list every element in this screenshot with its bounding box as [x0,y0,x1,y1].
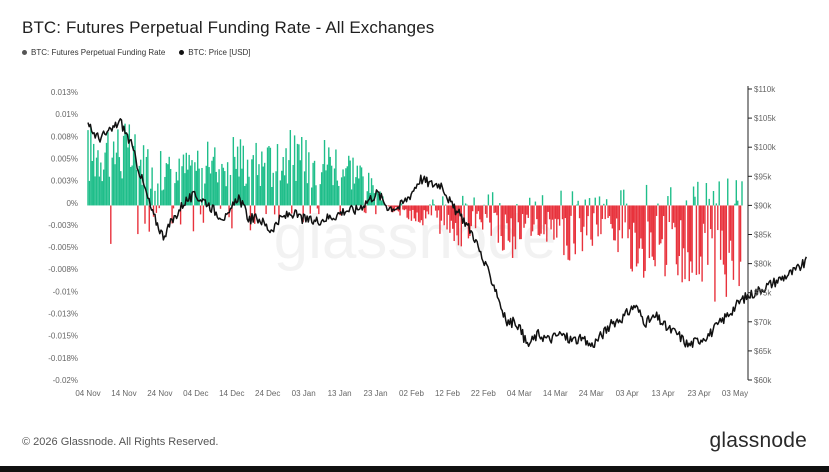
y-right-tick-label: $95k [754,172,772,181]
x-tick-label: 14 Mar [543,389,568,398]
y-left-tick-label: 0.005% [51,154,78,163]
x-tick-label: 14 Nov [111,389,136,398]
x-tick-label: 13 Jan [328,389,352,398]
price-legend-dot [179,50,185,55]
copyright-text: © 2026 Glassnode. All Rights Reserved. [22,436,219,448]
y-left-tick-label: -0.013% [48,310,78,319]
bottom-edge-bar [0,466,829,472]
y-right-tick-label: $100k [754,143,777,152]
y-right-tick-label: $110k [754,85,776,94]
y-right-tick-label: $80k [754,260,772,269]
chart-legend: BTC: Futures Perpetual Funding Rate BTC:… [22,48,251,57]
funding-rate-chart: glassnode 0.013%0.01%0.008%0.005%0.003%0… [48,85,808,398]
legend-label-funding-rate: BTC: Futures Perpetual Funding Rate [31,48,166,57]
y-left-tick-label: 0% [66,199,78,208]
price-line [87,118,808,348]
y-right-tick-label: $70k [754,318,772,327]
y-left-tick-label: -0.018% [48,354,78,363]
y-left-tick-label: -0.003% [48,221,78,230]
x-tick-label: 04 Dec [183,389,208,398]
y-right-tick-label: $85k [754,231,772,240]
x-tick-label: 02 Feb [399,389,424,398]
y-left-tick-label: -0.02% [53,376,78,385]
x-tick-label: 12 Feb [435,389,460,398]
y-left-tick-label: -0.015% [48,332,78,341]
y-right-tick-label: $90k [754,201,772,210]
x-tick-label: 13 Apr [652,389,675,398]
x-tick-label: 22 Feb [471,389,496,398]
x-tick-label: 14 Dec [219,389,244,398]
x-tick-label: 23 Jan [364,389,388,398]
y-left-tick-label: 0.008% [51,132,78,141]
y-left-tick-label: -0.008% [48,265,78,274]
x-tick-label: 04 Mar [507,389,532,398]
x-tick-label: 03 Apr [616,389,639,398]
y-left-tick-label: 0.003% [51,177,78,186]
y-left-tick-label: 0.01% [55,110,78,119]
y-right-tick-label: $105k [754,114,777,123]
chart-title: BTC: Futures Perpetual Funding Rate - Al… [22,18,435,37]
glassnode-logo: glassnode [709,429,807,452]
legend-item-price[interactable]: BTC: Price [USD] [179,48,251,57]
x-tick-label: 03 Jan [292,389,316,398]
y-right-tick-label: $65k [754,347,772,356]
x-tick-label: 24 Dec [255,389,280,398]
y-left-tick-label: 0.013% [51,88,78,97]
y-right-tick-label: $75k [754,289,772,298]
x-tick-label: 04 Nov [75,389,100,398]
x-tick-label: 03 May [722,389,748,398]
x-tick-label: 23 Apr [687,389,710,398]
y-left-tick-label: -0.01% [53,287,78,296]
x-tick-label: 24 Mar [579,389,604,398]
y-right-tick-label: $60k [754,376,772,385]
legend-label-price: BTC: Price [USD] [188,48,251,57]
legend-item-funding-rate[interactable]: BTC: Futures Perpetual Funding Rate [22,48,165,57]
funding-rate-legend-dot [22,50,27,55]
x-tick-label: 24 Nov [147,389,172,398]
y-left-tick-label: -0.005% [48,243,78,252]
